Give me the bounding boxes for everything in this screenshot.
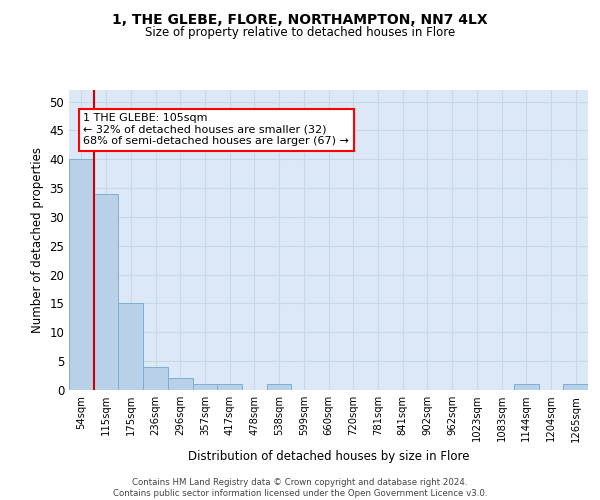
Bar: [193, 384, 217, 390]
Bar: [94, 194, 118, 390]
Bar: [118, 304, 143, 390]
Bar: [563, 384, 588, 390]
Bar: [168, 378, 193, 390]
Bar: [267, 384, 292, 390]
Text: 1, THE GLEBE, FLORE, NORTHAMPTON, NN7 4LX: 1, THE GLEBE, FLORE, NORTHAMPTON, NN7 4L…: [112, 12, 488, 26]
Bar: [217, 384, 242, 390]
Bar: [69, 159, 94, 390]
Text: Contains HM Land Registry data © Crown copyright and database right 2024.
Contai: Contains HM Land Registry data © Crown c…: [113, 478, 487, 498]
Y-axis label: Number of detached properties: Number of detached properties: [31, 147, 44, 333]
X-axis label: Distribution of detached houses by size in Flore: Distribution of detached houses by size …: [188, 450, 469, 463]
Bar: [514, 384, 539, 390]
Bar: [143, 367, 168, 390]
Text: Size of property relative to detached houses in Flore: Size of property relative to detached ho…: [145, 26, 455, 39]
Text: 1 THE GLEBE: 105sqm
← 32% of detached houses are smaller (32)
68% of semi-detach: 1 THE GLEBE: 105sqm ← 32% of detached ho…: [83, 113, 349, 146]
